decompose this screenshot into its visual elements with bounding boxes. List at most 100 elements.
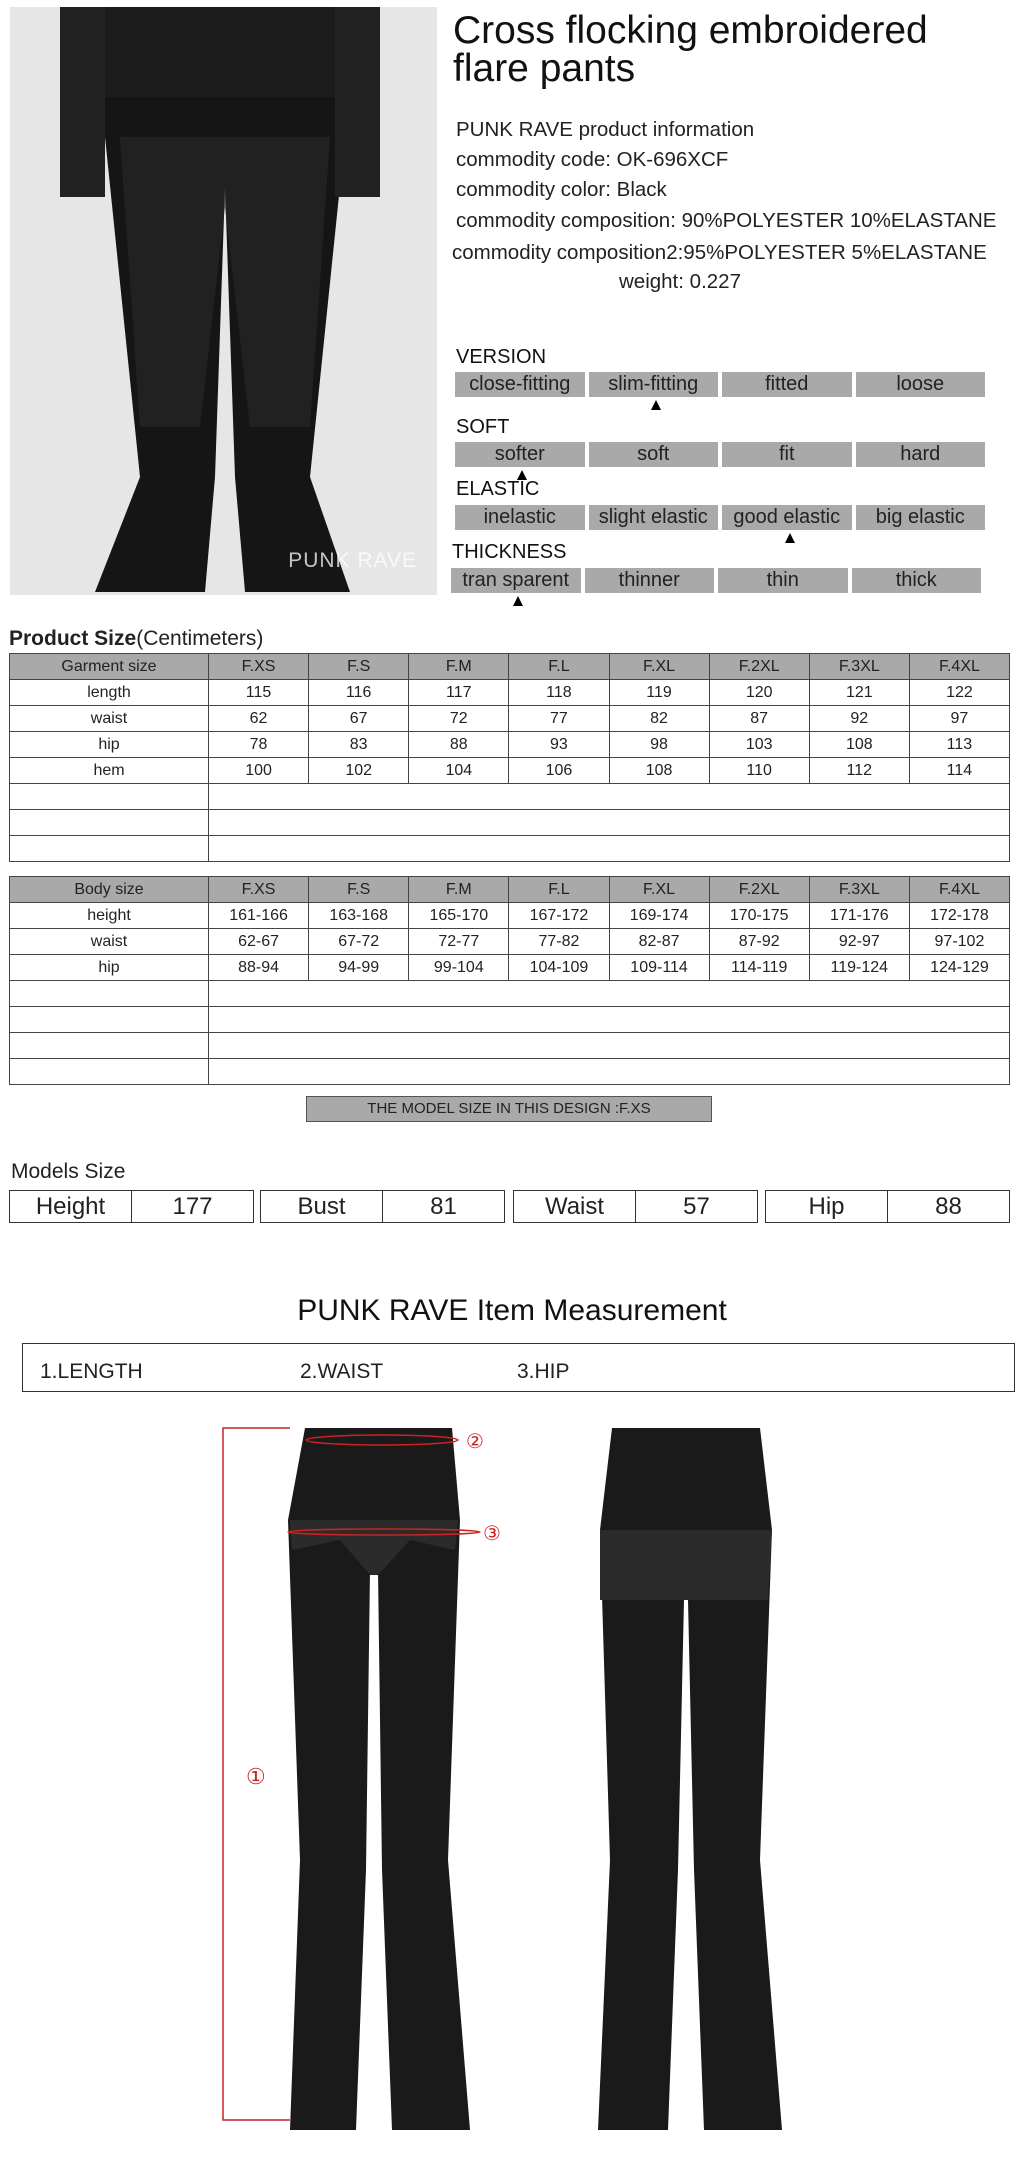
table-cell: 163-168 <box>308 902 410 929</box>
attribute-label: SOFT <box>456 416 510 438</box>
table-cell: 93 <box>508 731 610 758</box>
measure-value: 177 <box>172 1193 213 1220</box>
scale-option: soft <box>588 442 718 467</box>
table-cell: 108 <box>608 757 710 784</box>
table-cell <box>9 783 209 810</box>
marker-waist: ② <box>466 1431 484 1453</box>
weight-row: weight: 0.227 <box>619 270 741 294</box>
model-measure-waist: Waist 57 <box>513 1190 758 1223</box>
header-cell: F.2XL <box>708 876 810 903</box>
table-cell <box>9 1032 209 1059</box>
table-cell: 94-99 <box>308 954 410 981</box>
table-cell <box>208 809 1010 836</box>
table-cell <box>208 1058 1010 1085</box>
empty-row <box>9 783 1010 810</box>
table-cell: 104-109 <box>508 954 610 981</box>
table-cell: 167-172 <box>508 902 610 929</box>
table-header-row: Garment size F.XS F.S F.M F.L F.XL F.2XL F.3XL F… <box>9 653 1011 680</box>
table-cell <box>9 835 209 862</box>
garment-size-table: Garment size F.XS F.S F.M F.L F.XL F.2XL F.3XL F… <box>9 653 1011 862</box>
table-cell: 87-92 <box>708 928 810 955</box>
attribute-scale: softer soft fit hard <box>455 442 985 467</box>
table-cell: 77 <box>508 705 610 732</box>
table-cell: 99-104 <box>408 954 510 981</box>
header-cell: F.3XL <box>808 876 910 903</box>
watermark: PUNK RAVE <box>288 549 417 572</box>
header-cell: F.S <box>308 876 410 903</box>
scale-option: tran sparent <box>451 568 581 593</box>
marker-hip: ③ <box>483 1523 501 1545</box>
table-cell: 62-67 <box>207 928 310 955</box>
product-size-title: Product Size <box>9 627 137 650</box>
scale-option: thin <box>718 568 848 593</box>
header-cell: F.4XL <box>908 653 1011 680</box>
table-cell: 116 <box>308 679 410 706</box>
table-cell: 88 <box>408 731 510 758</box>
table-row: waist 62 67 72 77 82 87 92 97 <box>9 705 1011 732</box>
marker-length: ① <box>246 1764 266 1789</box>
table-cell: 82-87 <box>608 928 710 955</box>
length-line <box>222 1427 290 2121</box>
measure-label: Waist <box>514 1191 636 1222</box>
measure-value: 88 <box>935 1193 962 1220</box>
product-photo: PUNK RAVE <box>10 7 437 595</box>
selected-indicator-icon <box>517 470 527 480</box>
table-cell <box>9 1006 209 1033</box>
header-cell: F.XL <box>608 653 710 680</box>
table-cell: 88-94 <box>207 954 310 981</box>
table-cell: height <box>9 902 209 929</box>
table-cell <box>208 835 1010 862</box>
header-cell: F.L <box>508 653 610 680</box>
table-cell: 117 <box>408 679 510 706</box>
table-cell: 104 <box>408 757 510 784</box>
color-row: commodity color: Black <box>456 178 667 202</box>
selected-indicator-icon <box>651 400 661 410</box>
scale-option: inelastic <box>455 505 585 530</box>
scale-option: close-fitting <box>455 372 585 397</box>
table-cell: 92-97 <box>808 928 910 955</box>
scale-option: good elastic <box>722 505 852 530</box>
measure-value: 57 <box>683 1193 710 1220</box>
legend-hip: 3.HIP <box>517 1360 570 1383</box>
empty-row <box>9 809 1010 836</box>
table-cell <box>208 1032 1010 1059</box>
table-cell: waist <box>9 928 209 955</box>
table-cell: 114 <box>908 757 1011 784</box>
table-cell: 97-102 <box>908 928 1011 955</box>
pants-back-image <box>598 1428 782 2130</box>
color-value: Black <box>616 178 667 201</box>
table-cell: 165-170 <box>408 902 510 929</box>
table-cell: 103 <box>708 731 810 758</box>
table-cell: 92 <box>808 705 910 732</box>
table-cell: 77-82 <box>508 928 610 955</box>
table-cell: 171-176 <box>808 902 910 929</box>
weight-value: 0.227 <box>689 270 741 293</box>
scale-option: hard <box>855 442 985 467</box>
table-cell: length <box>9 679 209 706</box>
header-cell: F.4XL <box>908 876 1011 903</box>
code-value: OK-696XCF <box>616 148 729 171</box>
table-cell <box>208 783 1010 810</box>
table-cell: 97 <box>908 705 1011 732</box>
color-label: commodity color: <box>456 178 611 201</box>
empty-row <box>9 980 1010 1007</box>
table-cell: 118 <box>508 679 610 706</box>
table-cell: 121 <box>808 679 910 706</box>
table-cell: 78 <box>207 731 310 758</box>
measure-label: Height <box>10 1191 132 1222</box>
table-row: height 161-166 163-168 165-170 167-172 169-17… <box>9 902 1011 929</box>
table-row: waist 62-67 67-72 72-77 77-82 82-87 87-92 92-97… <box>9 928 1011 955</box>
table-cell: 108 <box>808 731 910 758</box>
table-cell: 122 <box>908 679 1011 706</box>
table-cell: 67 <box>308 705 410 732</box>
measure-label: Hip <box>766 1191 888 1222</box>
composition-label: commodity composition: <box>456 209 676 232</box>
scale-option: loose <box>855 372 985 397</box>
selected-indicator-icon <box>513 596 523 606</box>
product-size-heading: Product Size(Centimeters) <box>9 627 263 651</box>
table-cell <box>9 980 209 1007</box>
table-cell <box>208 980 1010 1007</box>
empty-row <box>9 1058 1010 1085</box>
table-cell: 169-174 <box>608 902 710 929</box>
scale-option: softer <box>455 442 585 467</box>
